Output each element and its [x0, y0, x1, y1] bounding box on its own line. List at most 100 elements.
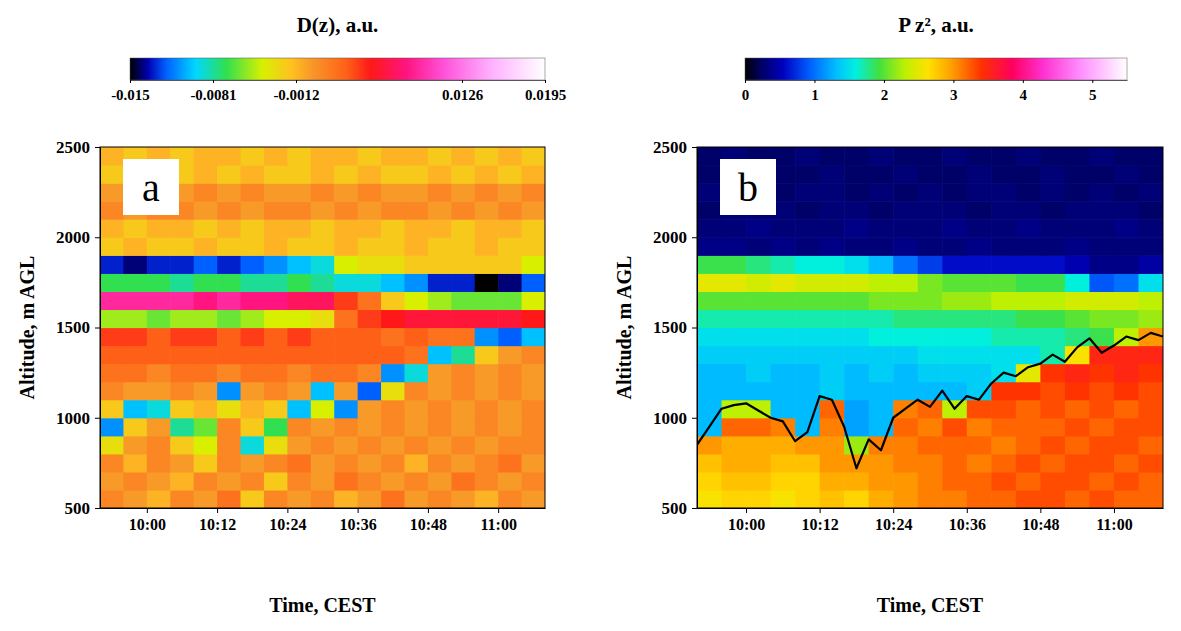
heatmap-cell: [381, 237, 405, 256]
heatmap-cell: [428, 237, 452, 256]
heatmap-cell: [428, 436, 452, 455]
x-tick-mark: [893, 508, 894, 513]
heatmap-cell: [795, 201, 820, 220]
heatmap-cell: [697, 201, 722, 220]
heatmap-cell: [820, 454, 845, 473]
heatmap-cell: [771, 382, 796, 401]
heatmap-cell: [217, 255, 241, 274]
y-tick-mark: [692, 418, 697, 419]
heatmap-cell: [1138, 400, 1163, 419]
heatmap-cell: [1114, 490, 1139, 508]
heatmap-cell: [451, 237, 475, 256]
heatmap-cell: [1040, 364, 1065, 383]
heatmap-cell: [942, 237, 967, 256]
heatmap-cell: [451, 183, 475, 202]
heatmap-cell: [147, 328, 171, 347]
heatmap-cell: [123, 273, 147, 292]
heatmap-cell: [771, 436, 796, 455]
heatmap-cell: [893, 147, 918, 166]
heatmap-cell: [381, 418, 405, 437]
colorbar-tick: 4: [1020, 80, 1028, 103]
heatmap-cell: [381, 219, 405, 238]
heatmap-cell: [967, 237, 992, 256]
heatmap-cell: [147, 364, 171, 383]
heatmap-cell: [771, 273, 796, 292]
heatmap-cell: [1040, 472, 1065, 491]
heatmap-cell: [522, 147, 545, 166]
heatmap-cell: [147, 309, 171, 328]
heatmap-cell: [311, 291, 335, 310]
heatmap-cell: [918, 147, 943, 166]
heatmap-cell: [1114, 454, 1139, 473]
heatmap-cell: [1016, 472, 1041, 491]
heatmap-cell: [991, 400, 1016, 419]
heatmap-cell: [264, 237, 288, 256]
heatmap-cell: [1040, 436, 1065, 455]
heatmap-cell: [498, 436, 522, 455]
heatmap-cell: [100, 454, 124, 473]
heatmap-cell: [451, 309, 475, 328]
x-tick-mark: [967, 508, 968, 513]
heatmap-cell: [217, 237, 241, 256]
heatmap-cell: [194, 165, 218, 184]
x-axis-line: [698, 508, 1164, 509]
heatmap-cell: [100, 165, 124, 184]
x-tick-label: 10:24: [875, 516, 912, 533]
heatmap-cell: [1016, 346, 1041, 365]
heatmap-cell: [820, 291, 845, 310]
heatmap-cell: [1016, 382, 1041, 401]
heatmap-cell: [381, 346, 405, 365]
heatmap-cell: [1040, 400, 1065, 419]
heatmap-cell: [217, 382, 241, 401]
heatmap-cell: [820, 436, 845, 455]
heatmap-cell: [967, 255, 992, 274]
heatmap-cell: [334, 436, 358, 455]
panel-label-box: [720, 159, 776, 215]
heatmap-cell: [771, 328, 796, 347]
heatmap-cell: [311, 490, 335, 508]
y-tick-mark: [95, 418, 100, 419]
heatmap-cell: [428, 382, 452, 401]
heatmap-cell: [771, 346, 796, 365]
heatmap-cell: [100, 400, 124, 419]
heatmap-cell: [918, 418, 943, 437]
heatmap-cell: [1138, 382, 1163, 401]
heatmap-cell: [170, 255, 194, 274]
heatmap-cell: [820, 165, 845, 184]
heatmap-cell: [311, 454, 335, 473]
heatmap-cell: [264, 183, 288, 202]
colorbar-tick-mark: [745, 80, 746, 83]
heatmap-cell: [334, 382, 358, 401]
y-axis-title: Altitude, m AGL: [16, 256, 38, 400]
heatmap-cell: [522, 436, 545, 455]
heatmap-cell: [746, 291, 771, 310]
heatmap-cell: [795, 273, 820, 292]
heatmap-cell: [893, 183, 918, 202]
heatmap-cell: [475, 255, 499, 274]
heatmap-cell: [170, 219, 194, 238]
heatmap-cell: [217, 328, 241, 347]
heatmap-cell: [1114, 364, 1139, 383]
heatmap-cell: [844, 183, 869, 202]
x-tick: 10:36: [339, 508, 376, 533]
colorbar-tick-mark: [296, 80, 297, 83]
heatmap-cell: [451, 328, 475, 347]
heatmap-cell: [991, 490, 1016, 508]
heatmap-cell: [991, 147, 1016, 166]
heatmap-cell: [241, 418, 265, 437]
heatmap-cell: [358, 291, 382, 310]
heatmap-cell: [1065, 273, 1090, 292]
heatmap-cell: [381, 454, 405, 473]
heatmap-cell: [869, 436, 894, 455]
heatmap-cell: [100, 201, 124, 220]
heatmap-cell: [170, 490, 194, 508]
heatmap-cell: [241, 490, 265, 508]
heatmap-cell: [1016, 309, 1041, 328]
heatmap-cell: [475, 219, 499, 238]
heatmap-cell: [1089, 309, 1114, 328]
heatmap-cell: [1040, 165, 1065, 184]
heatmap-cell: [942, 328, 967, 347]
heatmap-cell: [1040, 147, 1065, 166]
x-tick: 10:00: [728, 508, 765, 533]
heatmap-cell: [264, 490, 288, 508]
